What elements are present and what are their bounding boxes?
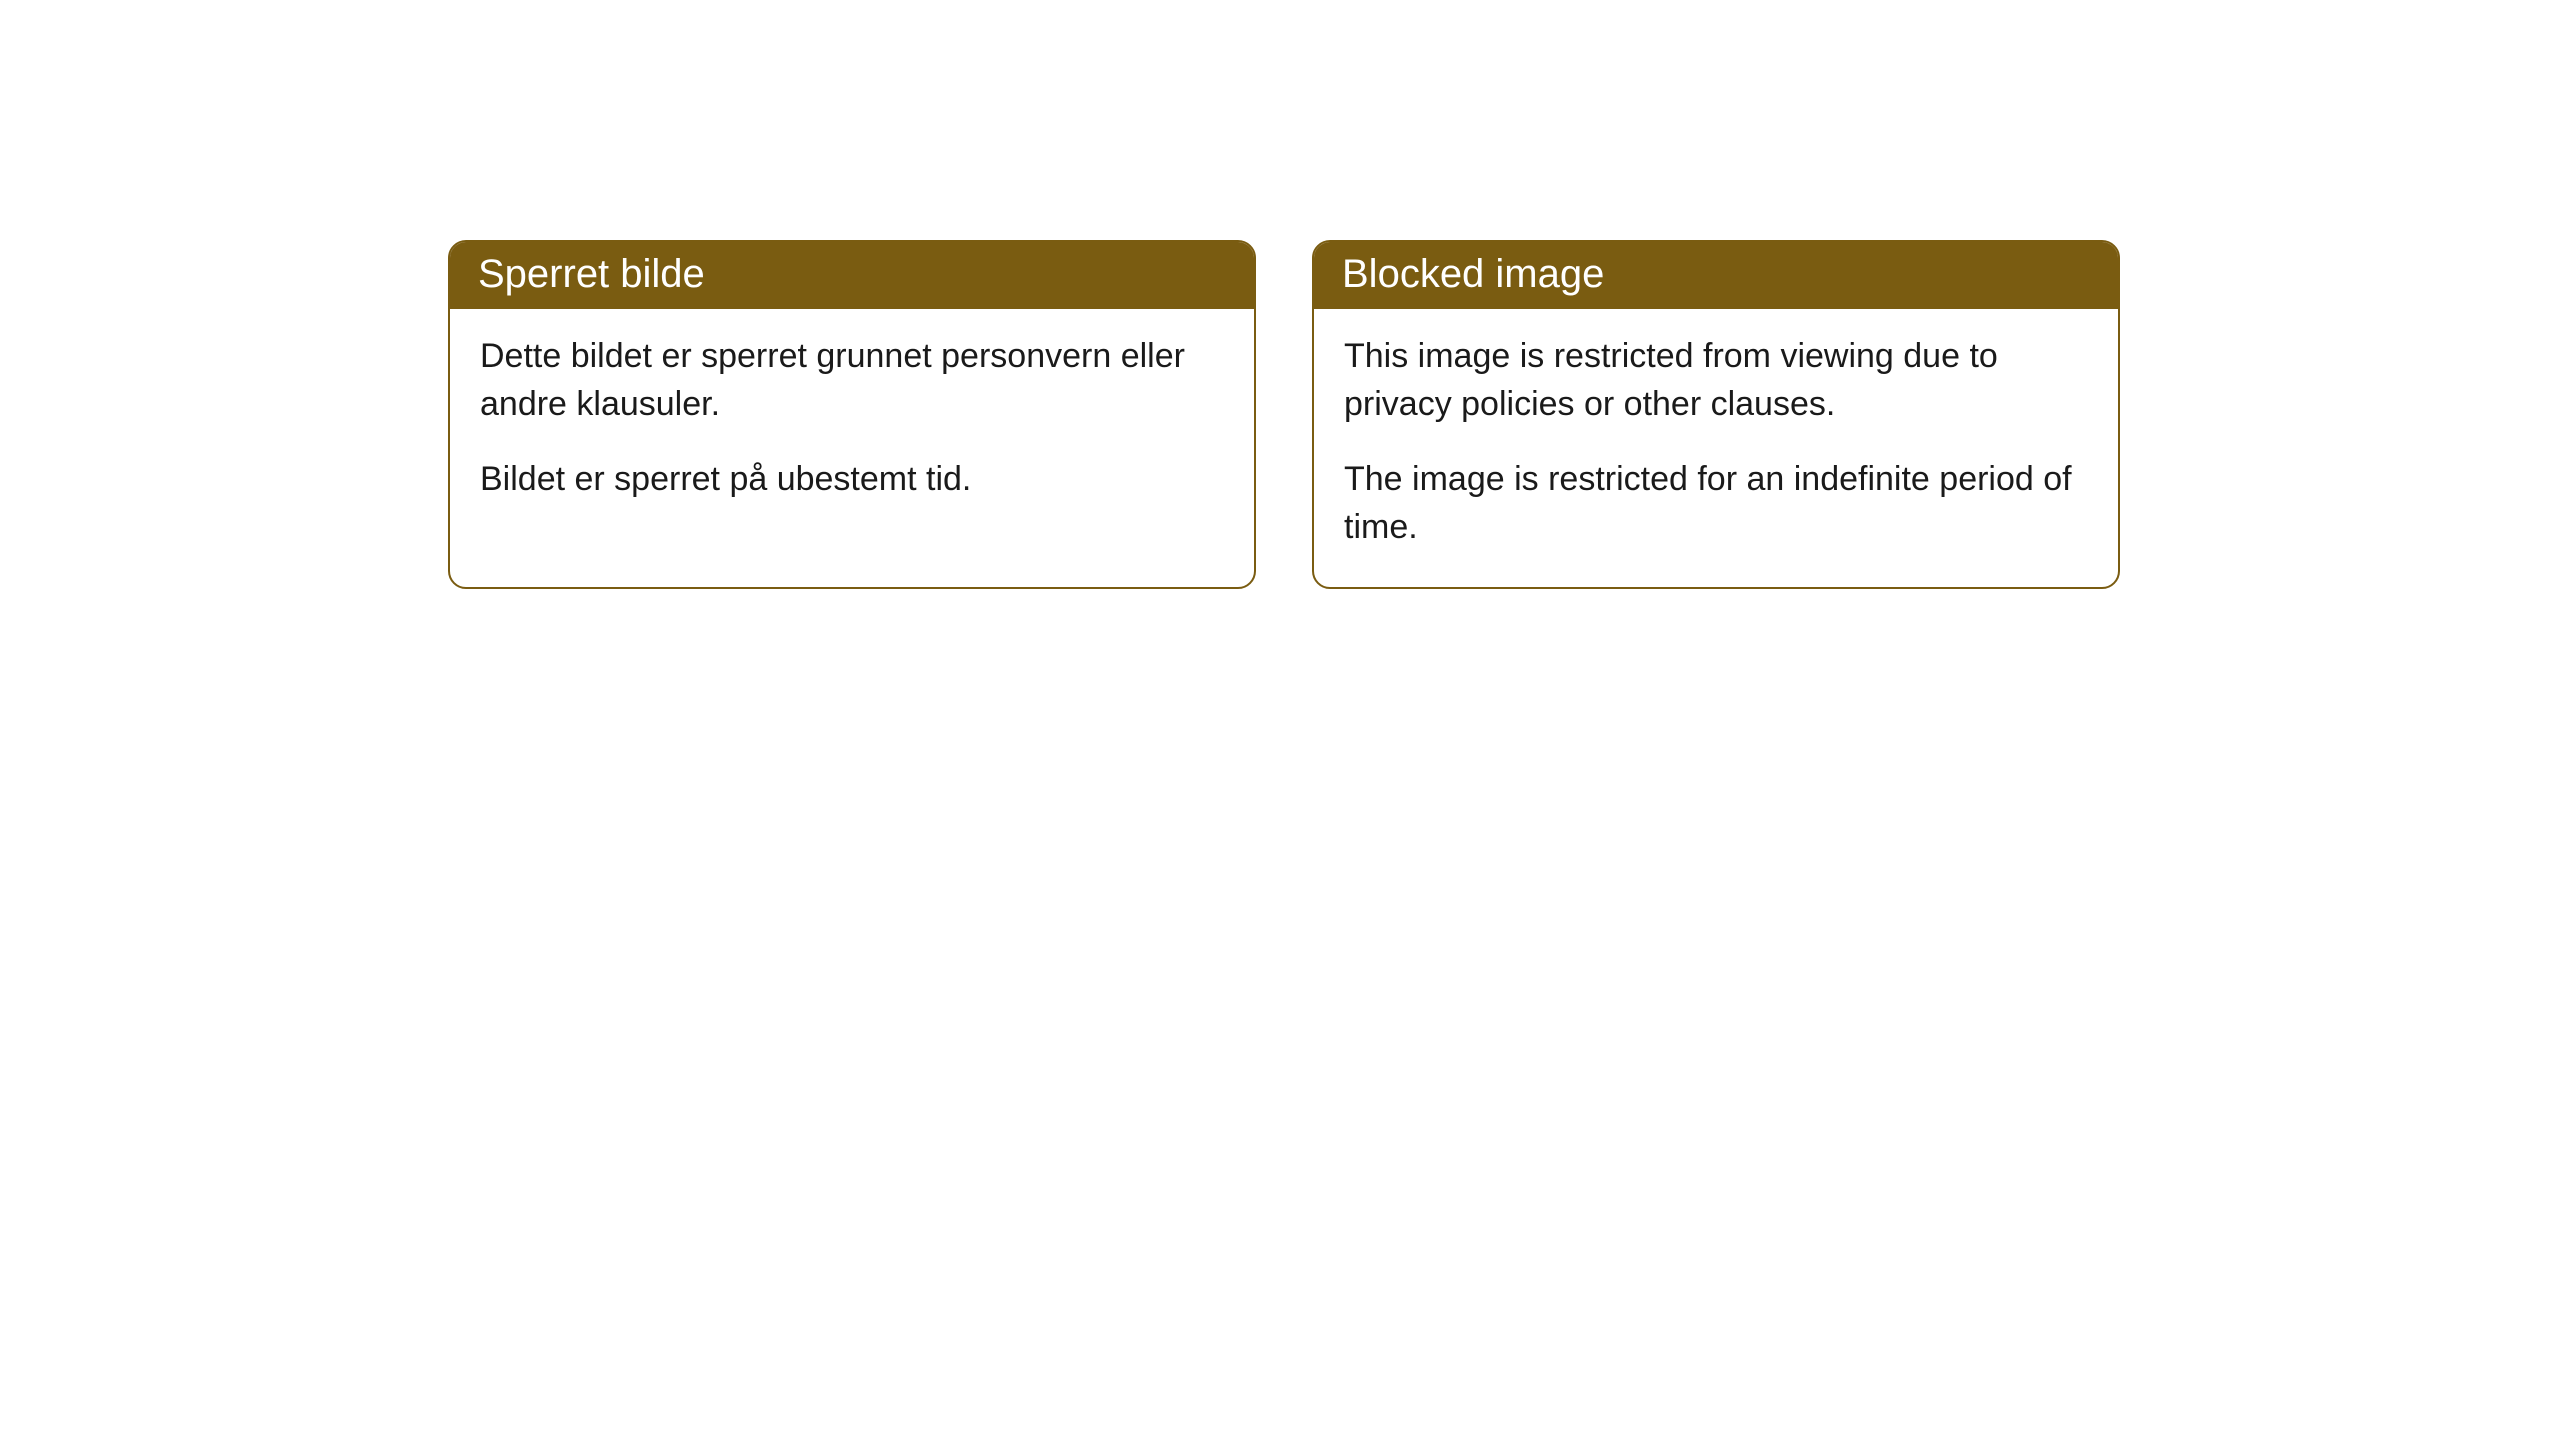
card-paragraph: Dette bildet er sperret grunnet personve…: [480, 333, 1224, 428]
card-title: Sperret bilde: [478, 252, 705, 296]
card-title: Blocked image: [1342, 252, 1604, 296]
card-paragraph: The image is restricted for an indefinit…: [1344, 456, 2088, 551]
card-paragraph: Bildet er sperret på ubestemt tid.: [480, 456, 1224, 504]
card-paragraph: This image is restricted from viewing du…: [1344, 333, 2088, 428]
card-body: This image is restricted from viewing du…: [1314, 309, 2118, 587]
card-container: Sperret bilde Dette bildet er sperret gr…: [0, 0, 2560, 589]
blocked-image-card-english: Blocked image This image is restricted f…: [1312, 240, 2120, 589]
blocked-image-card-norwegian: Sperret bilde Dette bildet er sperret gr…: [448, 240, 1256, 589]
card-header: Blocked image: [1314, 242, 2118, 309]
card-header: Sperret bilde: [450, 242, 1254, 309]
card-body: Dette bildet er sperret grunnet personve…: [450, 309, 1254, 540]
